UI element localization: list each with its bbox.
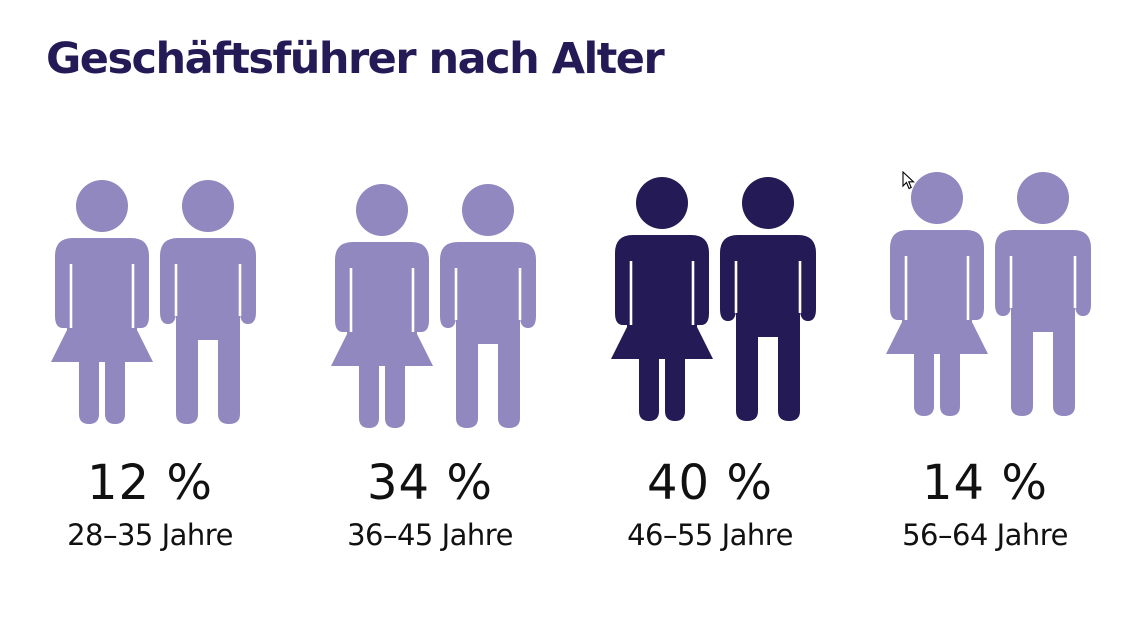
category-label: 28–35 Jahre: [67, 518, 233, 552]
value-label: 40 %: [647, 455, 773, 511]
woman-icon: [886, 172, 988, 416]
woman-icon: [51, 180, 153, 424]
man-icon: [440, 184, 536, 428]
woman-icon: [611, 177, 713, 421]
category-label: 56–64 Jahre: [902, 518, 1068, 552]
category-label: 36–45 Jahre: [347, 518, 513, 552]
man-icon: [160, 180, 256, 424]
man-icon: [995, 172, 1091, 416]
page-title: Geschäftsführer nach Alter: [46, 34, 665, 84]
value-label: 34 %: [367, 455, 493, 511]
man-icon: [720, 177, 816, 421]
mouse-cursor-icon: [902, 171, 915, 190]
woman-icon: [331, 184, 433, 428]
category-label: 46–55 Jahre: [627, 518, 793, 552]
value-label: 14 %: [922, 455, 1048, 511]
value-label: 12 %: [87, 455, 213, 511]
